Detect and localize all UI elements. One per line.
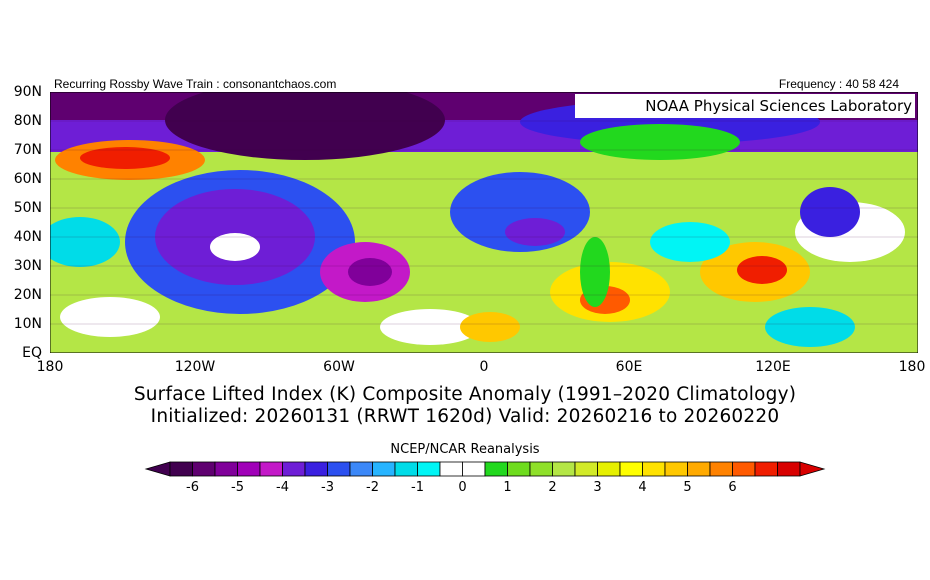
colorbar-cell [214, 461, 238, 477]
lat-label-50n: 50N [13, 200, 42, 216]
colorbar-tick-label: 5 [683, 480, 692, 495]
lon-label-60e: 60E [615, 359, 643, 375]
colorbar-cell [709, 461, 733, 477]
lat-label-40n: 40N [13, 229, 42, 245]
colorbar-low-arrow [144, 461, 171, 477]
lat-label-10n: 10N [13, 316, 42, 332]
lat-label-30n: 30N [13, 258, 42, 274]
lab-box-label: NOAA Physical Sciences Laboratory [645, 97, 912, 115]
lon-label-180w: 180 [36, 359, 64, 375]
colorbar-cell [484, 461, 508, 477]
colorbar-cell [462, 461, 486, 477]
header-frequency-label: Frequency : 40 58 424 [778, 77, 899, 91]
colorbar-cell [282, 461, 306, 477]
anomaly-map: NOAA Physical Sciences Laboratory [50, 92, 918, 353]
colorbar-cell [777, 461, 801, 477]
figure-title-line2: Initialized: 20260131 (RRWT 1620d) Valid… [150, 406, 780, 427]
colorbar-tick-label: -5 [231, 480, 244, 495]
anomaly-fields [50, 92, 918, 353]
colorbar [144, 461, 826, 477]
colorbar-tick-label: -4 [276, 480, 289, 495]
lon-label-60w: 60W [323, 359, 355, 375]
colorbar-cell [754, 461, 778, 477]
colorbar-tick-label: -3 [321, 480, 334, 495]
colorbar-cell [732, 461, 756, 477]
colorbar-cell [192, 461, 216, 477]
colorbar-cell [687, 461, 711, 477]
colorbar-cell [642, 461, 666, 477]
colorbar-tick-label: 4 [638, 480, 647, 495]
colorbar-tick-label: -1 [411, 480, 424, 495]
colorbar-tick-label: -6 [186, 480, 199, 495]
lon-label-120e: 120E [755, 359, 791, 375]
lat-gridlines [50, 120, 918, 325]
colorbar-cell [574, 461, 598, 477]
colorbar-cell [349, 461, 373, 477]
colorbar-cell [439, 461, 463, 477]
colorbar-high-arrow [799, 461, 826, 477]
colorbar-cell [237, 461, 261, 477]
colorbar-tick-label: -2 [366, 480, 379, 495]
header-source-label: Recurring Rossby Wave Train : consonantc… [54, 77, 337, 91]
figure-title-line1: Surface Lifted Index (K) Composite Anoma… [133, 384, 797, 405]
colorbar-cell [169, 461, 193, 477]
colorbar-cell [327, 461, 351, 477]
colorbar-tick-label: 2 [548, 480, 557, 495]
lat-label-70n: 70N [13, 142, 42, 158]
colorbar-cell [552, 461, 576, 477]
colorbar-cell [417, 461, 441, 477]
colorbar-source-label: NCEP/NCAR Reanalysis [390, 442, 540, 457]
colorbar-cell [259, 461, 283, 477]
lon-label-120w: 120W [174, 359, 216, 375]
lab-box [575, 94, 915, 118]
lat-label-80n: 80N [13, 113, 42, 129]
colorbar-cell [372, 461, 396, 477]
colorbar-tick-label: 6 [728, 480, 737, 495]
colorbar-tick-label: 3 [593, 480, 602, 495]
colorbar-tick-label: 0 [458, 480, 467, 495]
lat-label-90n: 90N [13, 84, 42, 100]
colorbar-cell [664, 461, 688, 477]
colorbar-tick-label: 1 [503, 480, 512, 495]
colorbar-cell [619, 461, 643, 477]
colorbar-cell [394, 461, 418, 477]
lon-label-0: 0 [479, 359, 489, 375]
lat-label-20n: 20N [13, 287, 42, 303]
lon-label-180e: 180 [898, 359, 926, 375]
lat-label-eq: EQ [22, 345, 42, 361]
colorbar-cell [304, 461, 328, 477]
lat-label-60n: 60N [13, 171, 42, 187]
colorbar-cell [597, 461, 621, 477]
colorbar-cell [507, 461, 531, 477]
colorbar-cell [529, 461, 553, 477]
